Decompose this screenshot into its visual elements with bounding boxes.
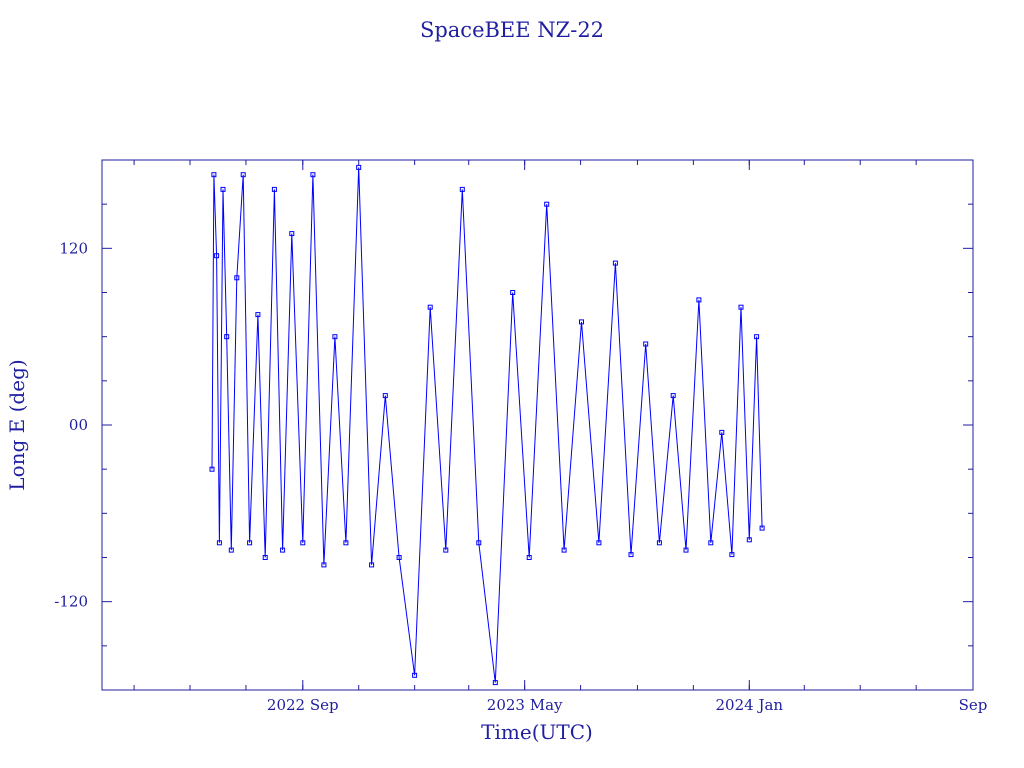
data-point	[708, 540, 714, 546]
data-point	[224, 334, 230, 340]
data-point	[247, 540, 253, 546]
data-point	[211, 172, 217, 178]
y-tick-label: 120	[59, 239, 88, 257]
data-point	[476, 540, 482, 546]
data-point	[612, 260, 618, 266]
data-point	[289, 231, 295, 237]
data-point	[214, 253, 220, 259]
data-point	[729, 552, 735, 558]
y-tick-label: -120	[54, 593, 88, 611]
data-point	[459, 186, 465, 192]
data-point	[510, 290, 516, 295]
data-point	[579, 319, 584, 325]
data-point	[628, 552, 634, 558]
data-point	[280, 547, 286, 553]
data-point	[310, 172, 316, 178]
x-tick-label: 2024 Jan	[716, 696, 784, 714]
data-point	[759, 525, 765, 531]
data-point	[369, 562, 375, 568]
data-point	[492, 680, 498, 686]
plot-frame	[101, 159, 974, 691]
y-axis-label: Long E (deg)	[5, 359, 29, 490]
data-point	[382, 393, 388, 399]
data-point	[746, 537, 752, 543]
axis-ticks: 2022 Sep 2023 May 2024 Jan Sep 120 00 -120	[54, 160, 987, 714]
data-point	[300, 540, 306, 546]
data-point	[220, 186, 226, 192]
data-point	[343, 540, 349, 546]
data-point	[643, 341, 649, 347]
x-axis-label: Time(UTC)	[481, 720, 593, 744]
data-point	[356, 164, 362, 170]
data-point	[271, 186, 277, 192]
data-series-layer	[209, 164, 765, 686]
data-point	[670, 393, 676, 399]
data-point	[561, 547, 567, 553]
chart-title: SpaceBEE NZ-22	[420, 18, 604, 42]
data-point	[656, 540, 662, 546]
data-point	[544, 201, 550, 207]
data-point	[216, 540, 222, 546]
x-tick-label: 2022 Sep	[267, 696, 339, 714]
data-point	[396, 555, 402, 560]
data-point	[754, 334, 760, 340]
series-line	[211, 167, 763, 683]
data-point	[332, 334, 338, 340]
data-point	[443, 547, 449, 553]
data-point	[228, 547, 234, 553]
data-point	[526, 555, 532, 560]
x-tick-label: Sep	[959, 696, 988, 714]
data-point	[738, 304, 744, 310]
data-point	[255, 312, 261, 318]
data-point	[719, 429, 725, 435]
data-point	[240, 172, 246, 178]
y-tick-label: 00	[69, 416, 88, 434]
data-point	[321, 562, 327, 568]
x-tick-label: 2023 May	[487, 696, 563, 714]
data-point	[262, 555, 268, 560]
data-point	[596, 540, 602, 546]
data-point	[427, 304, 433, 310]
data-point	[683, 547, 689, 553]
data-point	[412, 672, 418, 678]
data-point	[234, 275, 240, 281]
data-point	[209, 466, 215, 472]
data-point	[696, 297, 702, 303]
